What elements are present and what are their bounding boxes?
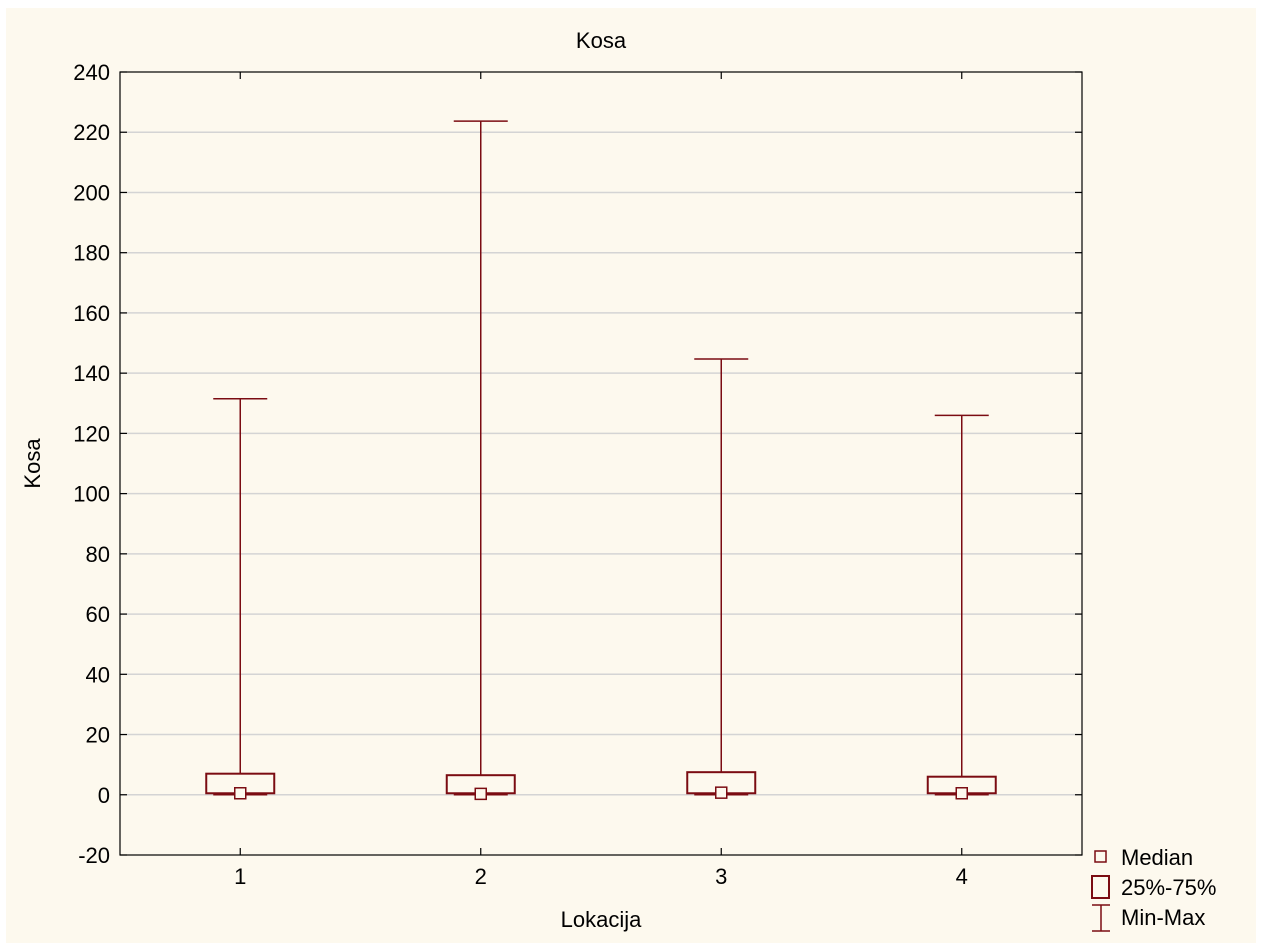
plot-area bbox=[119, 71, 1083, 856]
y-tick-label: 40 bbox=[86, 662, 110, 687]
y-tick-label: 100 bbox=[73, 482, 110, 507]
y-tick-label: 60 bbox=[86, 602, 110, 627]
y-tick-label: 120 bbox=[73, 421, 110, 446]
y-tick-label: 20 bbox=[86, 723, 110, 748]
grid-lines bbox=[120, 131, 1082, 796]
chart-title: Kosa bbox=[576, 28, 627, 53]
boxes bbox=[205, 120, 997, 801]
axis-ticks: -20 0 20 40 60 80 100 120 140 160 180 200 220 240 1 2 3 4 bbox=[73, 60, 1082, 889]
y-tick-label: 180 bbox=[73, 241, 110, 266]
legend-median-label: Median bbox=[1121, 845, 1193, 870]
chart-background bbox=[6, 8, 1256, 943]
median-marker bbox=[474, 787, 487, 801]
x-tick-label: 4 bbox=[956, 864, 968, 889]
y-tick-label: 200 bbox=[73, 180, 110, 205]
y-tick-label: 0 bbox=[98, 783, 110, 808]
y-axis-label: Kosa bbox=[20, 438, 45, 489]
y-tick-label: 140 bbox=[73, 361, 110, 386]
y-tick-label: 240 bbox=[73, 60, 110, 85]
x-axis-label: Lokacija bbox=[561, 907, 642, 932]
y-tick-label: 80 bbox=[86, 542, 110, 567]
x-tick-label: 3 bbox=[715, 864, 727, 889]
y-tick-label: 160 bbox=[73, 301, 110, 326]
median-marker bbox=[955, 787, 968, 800]
legend-iqr-label: 25%-75% bbox=[1121, 875, 1216, 900]
median-marker bbox=[234, 787, 247, 800]
legend-range-icon bbox=[1092, 904, 1110, 932]
x-tick-label: 1 bbox=[234, 864, 246, 889]
legend-range-label: Min-Max bbox=[1121, 905, 1205, 930]
legend: Median 25%-75% Min-Max bbox=[1091, 845, 1216, 932]
x-tick-label: 2 bbox=[475, 864, 487, 889]
median-marker bbox=[715, 786, 728, 799]
legend-iqr-icon bbox=[1091, 875, 1110, 899]
y-tick-label: -20 bbox=[78, 843, 110, 868]
y-tick-label: 220 bbox=[73, 120, 110, 145]
legend-median-icon bbox=[1094, 850, 1107, 863]
